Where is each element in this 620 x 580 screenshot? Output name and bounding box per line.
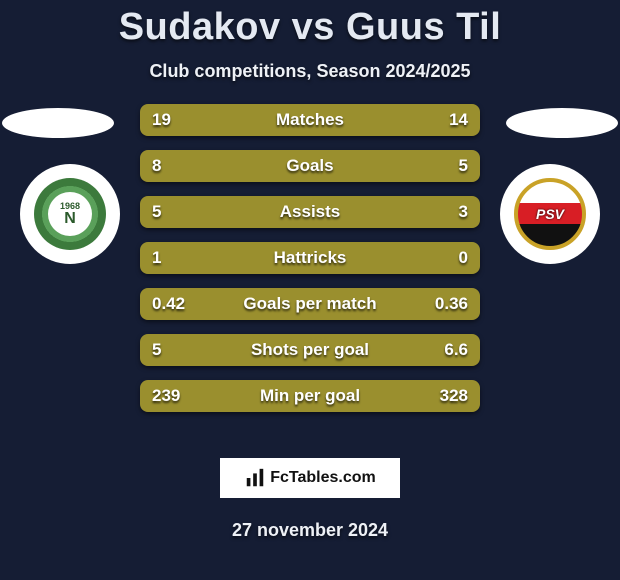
stat-row: 1 Hattricks 0 (140, 242, 480, 274)
stat-right-value: 5 (459, 156, 468, 176)
comparison-arena: 1968 N PSV 19 Matches 14 8 Goals 5 5 (0, 104, 620, 434)
club-crest-left-inner: 1968 N (48, 192, 92, 236)
stat-row: 19 Matches 14 (140, 104, 480, 136)
stat-right-value: 0 (459, 248, 468, 268)
stat-row: 5 Shots per goal 6.6 (140, 334, 480, 366)
stat-row: 0.42 Goals per match 0.36 (140, 288, 480, 320)
comparison-card: Sudakov vs Guus Til Club competitions, S… (0, 6, 620, 580)
brand-label: FcTables.com (270, 469, 376, 487)
stat-label: Min per goal (260, 386, 360, 406)
brand-box[interactable]: FcTables.com (220, 458, 400, 498)
stat-right-value: 0.36 (435, 294, 468, 314)
stat-label: Assists (280, 202, 340, 222)
stat-label: Shots per goal (251, 340, 369, 360)
stat-left-value: 239 (152, 386, 180, 406)
club-badge-left: 1968 N (20, 164, 120, 264)
club-crest-right: PSV (514, 178, 586, 250)
player-silhouette-right (506, 108, 618, 138)
stat-right-value: 14 (449, 110, 468, 130)
stat-left-value: 5 (152, 202, 161, 222)
club-left-letter: N (64, 211, 76, 227)
stat-row: 239 Min per goal 328 (140, 380, 480, 412)
stat-left-value: 8 (152, 156, 161, 176)
stat-left-value: 0.42 (152, 294, 185, 314)
stat-label: Matches (276, 110, 344, 130)
stat-label: Goals per match (243, 294, 376, 314)
stat-right-value: 3 (459, 202, 468, 222)
stat-left-value: 1 (152, 248, 161, 268)
club-crest-left: 1968 N (34, 178, 106, 250)
page-title: Sudakov vs Guus Til (0, 6, 620, 49)
stat-label: Hattricks (274, 248, 347, 268)
stat-row: 8 Goals 5 (140, 150, 480, 182)
bar-chart-icon (244, 467, 266, 489)
stat-row: 5 Assists 3 (140, 196, 480, 228)
player-silhouette-left (2, 108, 114, 138)
stat-label: Goals (286, 156, 333, 176)
stat-bars: 19 Matches 14 8 Goals 5 5 Assists 3 1 Ha… (140, 104, 480, 426)
stat-left-value: 19 (152, 110, 171, 130)
club-right-abbr: PSV (536, 206, 564, 222)
date-text: 27 november 2024 (0, 520, 620, 541)
club-badge-right: PSV (500, 164, 600, 264)
stat-right-value: 328 (440, 386, 468, 406)
page-subtitle: Club competitions, Season 2024/2025 (0, 61, 620, 82)
stat-left-value: 5 (152, 340, 161, 360)
stat-right-value: 6.6 (444, 340, 468, 360)
